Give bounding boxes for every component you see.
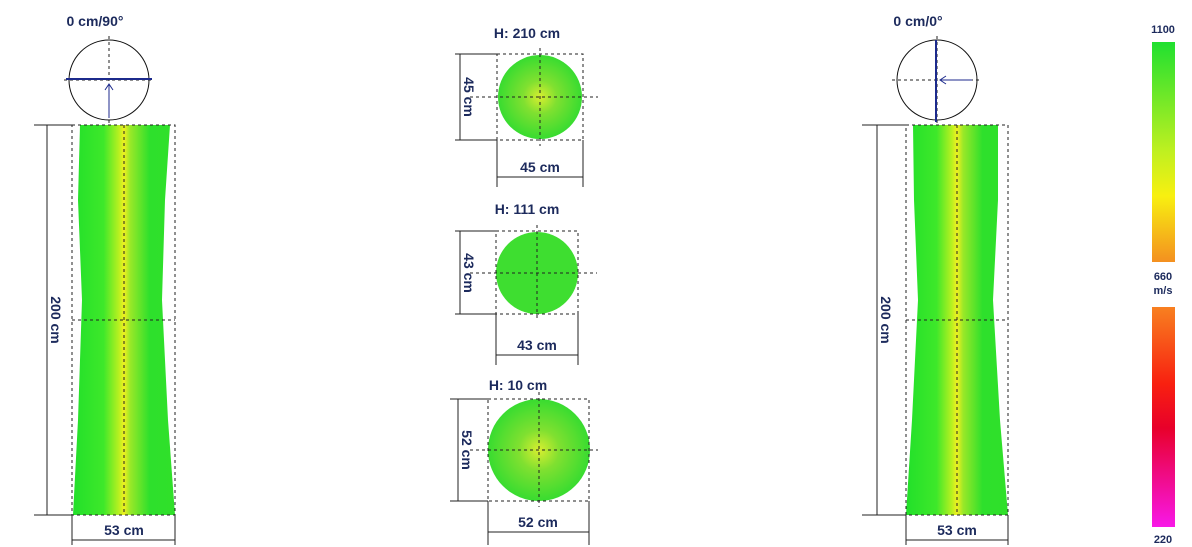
dimension-line: [487, 501, 590, 545]
bottom-label: 45 cm: [520, 159, 560, 175]
section: H: 111 cm 43 cm 43 cm: [455, 201, 597, 365]
dimension-line: [71, 515, 176, 545]
dimension-line: [905, 515, 1009, 545]
bottom-label: 43 cm: [517, 337, 557, 353]
orientation-label: 0 cm/0°: [893, 13, 942, 29]
dimension-line: [34, 124, 72, 516]
arrow: [939, 75, 972, 85]
dimension-line: [455, 230, 496, 315]
section: H: 210 cm 45 cm 45 cm: [455, 25, 598, 187]
section-height: H: 210 cm: [494, 25, 560, 41]
axis: [470, 225, 597, 320]
dimension-line: [455, 53, 497, 141]
width-label: 53 cm: [104, 522, 144, 538]
height-label: 200 cm: [48, 296, 64, 343]
section-height: H: 10 cm: [489, 377, 547, 393]
side-label: 45 cm: [461, 77, 477, 117]
right-view: 0 cm/0° 200 cm 53 cm: [862, 13, 1009, 545]
dimension-line: [862, 124, 906, 516]
color-scale: 1100 660 m/s 220: [1151, 24, 1175, 546]
side-label: 43 cm: [461, 253, 477, 293]
width-label: 53 cm: [937, 522, 977, 538]
scale-unit: m/s: [1154, 285, 1173, 297]
scale-bar: [1152, 307, 1175, 527]
scale-min: 220: [1154, 534, 1172, 546]
section-height: H: 111 cm: [495, 201, 560, 217]
arrow: [104, 83, 114, 118]
orientation-label: 0 cm/90°: [67, 13, 124, 29]
height-label: 200 cm: [878, 296, 894, 343]
dimension-line: [450, 398, 488, 502]
bottom-label: 52 cm: [518, 514, 558, 530]
axis: [470, 48, 598, 146]
dimension-line: [496, 140, 584, 187]
axis: [470, 392, 598, 507]
scale-max: 1100: [1151, 24, 1175, 36]
dimension-line: [495, 314, 579, 365]
left-view: 0 cm/90° 200 cm 53 cm: [34, 13, 176, 545]
scale-bar: [1152, 42, 1175, 262]
scale-mid: 660: [1154, 271, 1172, 283]
section: H: 10 cm 52 cm 52 cm: [450, 377, 598, 545]
side-label: 52 cm: [459, 430, 475, 470]
